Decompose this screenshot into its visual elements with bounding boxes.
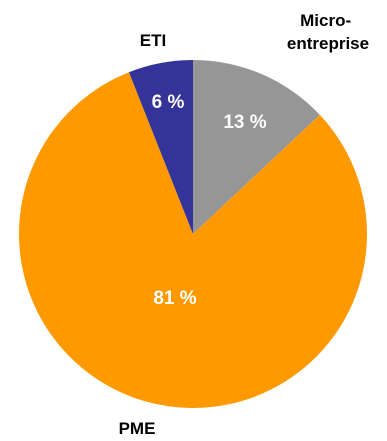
category-label-eti: ETI: [140, 31, 166, 50]
pie-slice-micro: [193, 60, 320, 234]
slice-label-pme: 81 %: [153, 288, 196, 309]
pie-slice-pme: [19, 72, 368, 409]
pie-slices: [19, 60, 368, 409]
slice-label-micro: 13 %: [223, 112, 266, 133]
pie-slice-eti: [128, 60, 193, 234]
category-label-pme: PME: [119, 419, 156, 438]
category-label-micro: Micro- entreprise: [287, 11, 369, 53]
slice-label-eti: 6 %: [152, 92, 185, 113]
